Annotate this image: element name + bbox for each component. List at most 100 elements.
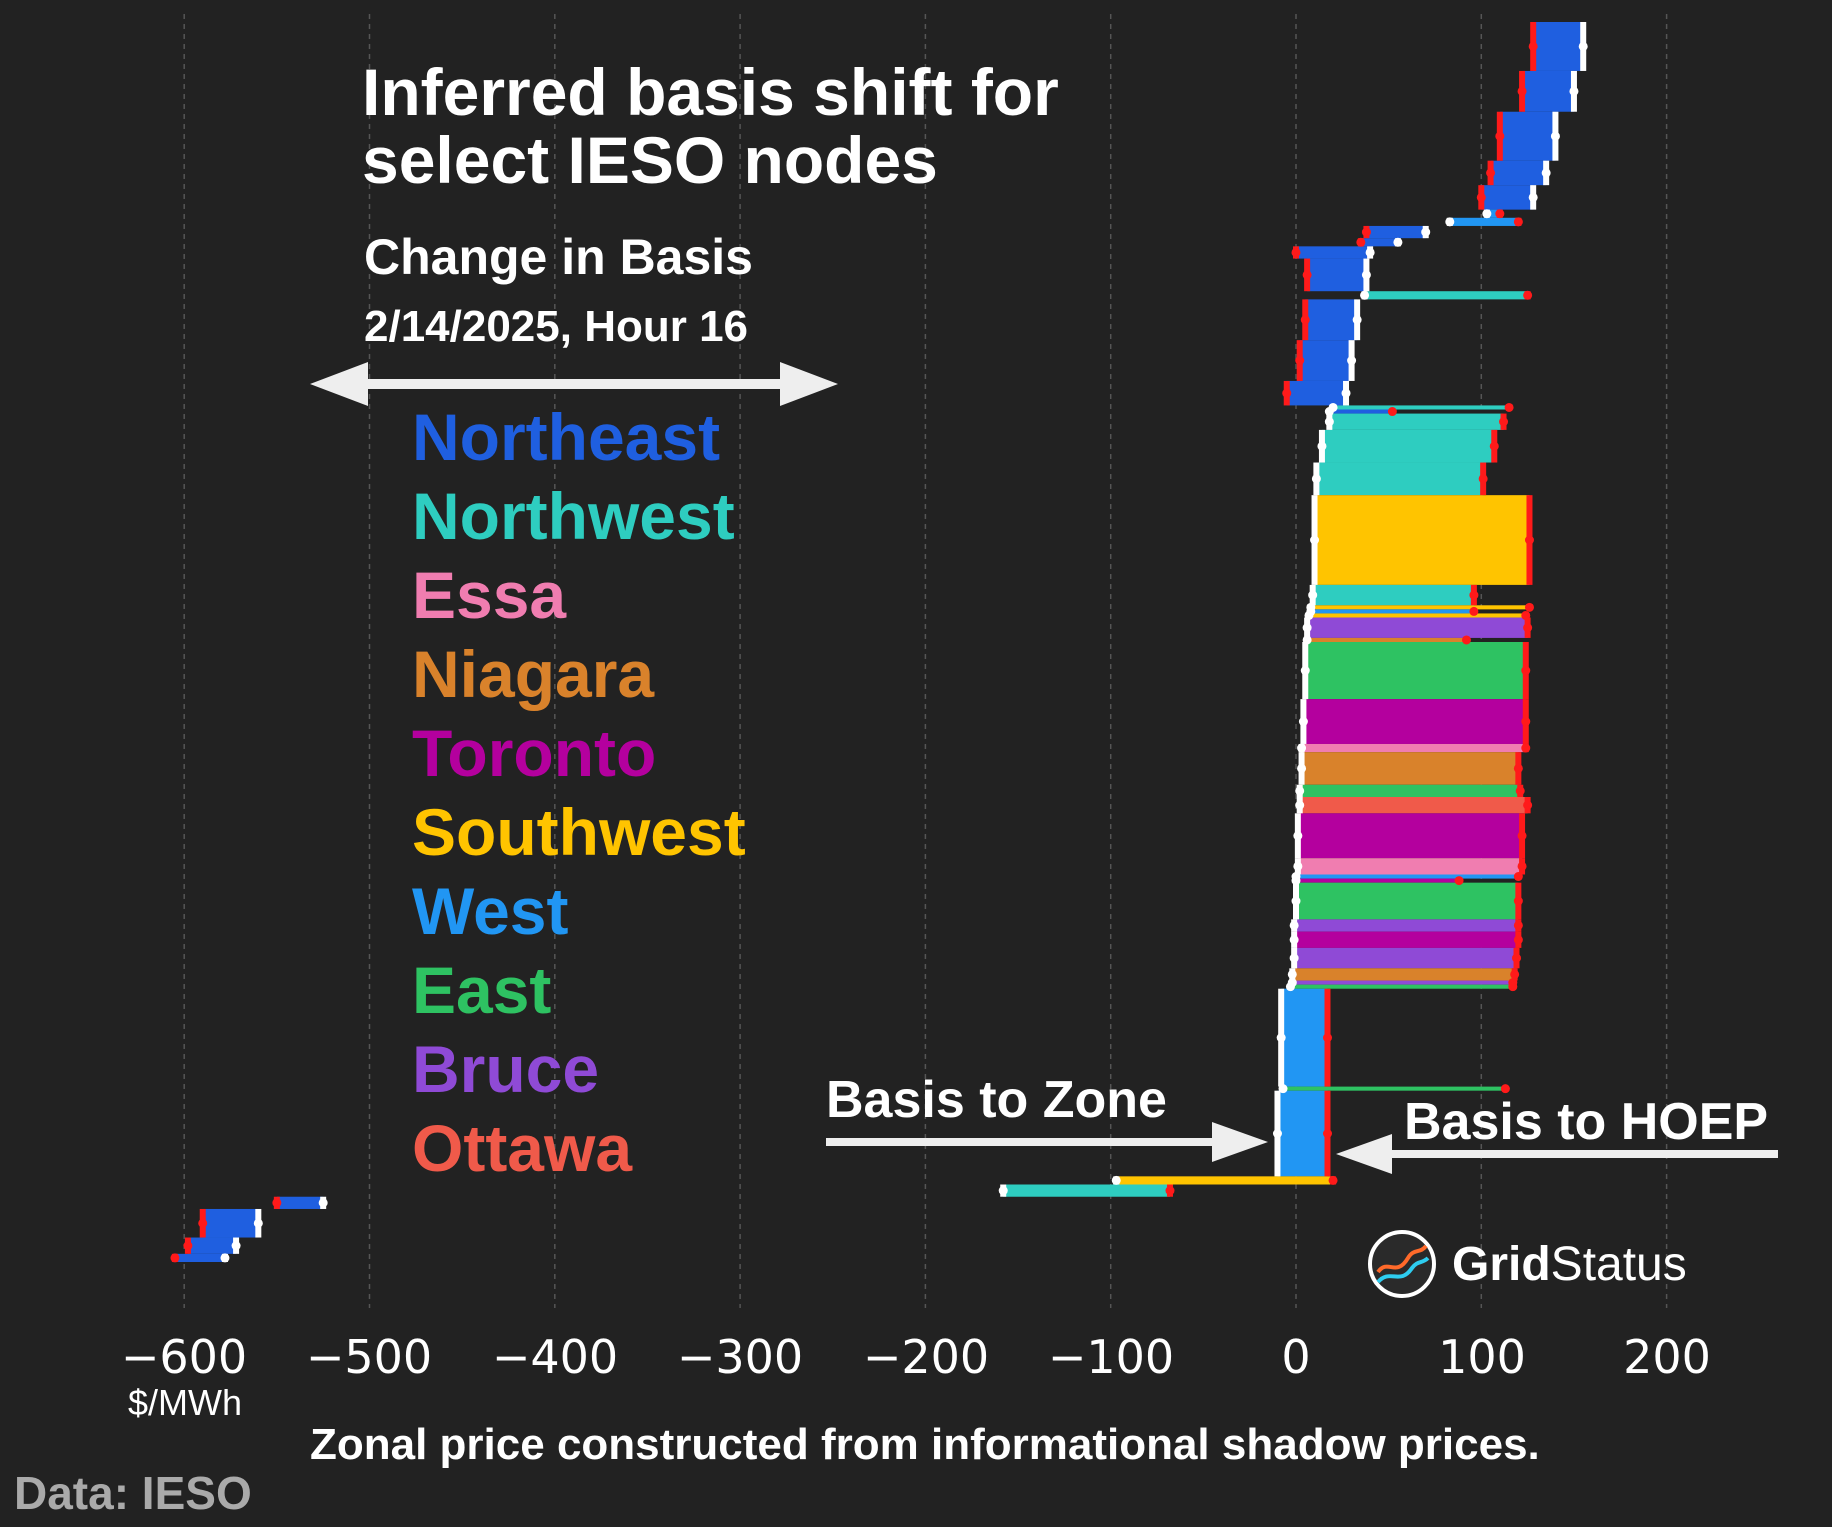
- node-basis-bar: [1329, 413, 1504, 430]
- zone-basis-dot: [1289, 953, 1299, 963]
- node-basis-bar: [1303, 699, 1526, 744]
- node-basis-bar: [1286, 380, 1347, 406]
- node-basis-bar: [1366, 225, 1426, 239]
- hoep-basis-dot: [1328, 1175, 1338, 1185]
- zone-basis-dot: [1341, 388, 1351, 398]
- node-basis-bar: [1490, 160, 1547, 186]
- hoep-basis-dot: [1523, 623, 1533, 633]
- x-tick-label: −400: [491, 1330, 619, 1384]
- node-bars: [174, 22, 1584, 1262]
- hoep-basis-dot: [1454, 876, 1464, 886]
- node-basis-bar: [1305, 642, 1526, 700]
- zone-basis-dot: [1285, 982, 1295, 992]
- gridstatus-logo: GridStatus: [1366, 1226, 1687, 1302]
- node-basis-bar: [1281, 988, 1328, 1087]
- node-basis-bar: [1486, 209, 1500, 218]
- hoep-basis-dot: [1517, 831, 1527, 841]
- node-basis-bar: [1294, 919, 1519, 932]
- node-basis-bar: [1314, 495, 1530, 585]
- hoep-basis-dot: [1513, 935, 1523, 945]
- zone-basis-dot: [1293, 861, 1303, 871]
- chart-subtitle: Change in Basis: [364, 229, 753, 285]
- chart-caption: Zonal price constructed from information…: [310, 1420, 1540, 1469]
- node-basis-bar: [1312, 584, 1474, 606]
- hoep-basis-dot: [1489, 441, 1499, 451]
- node-basis-bar: [1360, 238, 1398, 247]
- hoep-basis-dot: [272, 1198, 282, 1208]
- node-basis-bar: [1296, 246, 1371, 259]
- hoep-basis-dot: [1523, 290, 1533, 300]
- legend: Northeast Northwest Essa Niagara Toronto…: [412, 398, 746, 1188]
- node-basis-bar: [1292, 968, 1515, 981]
- zone-basis-dot: [1308, 590, 1318, 600]
- hoep-basis-dot: [1510, 969, 1520, 979]
- basis-markers: [170, 22, 1588, 1263]
- legend-item: Ottawa: [412, 1111, 633, 1185]
- hoep-basis-dot: [1295, 356, 1305, 366]
- zone-basis-dot: [1482, 209, 1492, 219]
- node-basis-bar: [1329, 409, 1393, 414]
- node-basis-bar: [1296, 882, 1519, 920]
- zone-basis-dot: [1445, 217, 1455, 227]
- node-basis-bar: [1292, 980, 1513, 985]
- node-basis-bar: [1283, 1086, 1506, 1091]
- x-tick-label: −300: [676, 1330, 804, 1384]
- x-tick-label: −100: [1047, 1330, 1175, 1384]
- hoep-basis-dot: [1499, 417, 1509, 427]
- node-basis-bar: [1290, 984, 1513, 989]
- hoep-basis-dot: [1521, 743, 1531, 753]
- chart-datetime: 2/14/2025, Hour 16: [364, 302, 749, 351]
- zone-basis-dot: [1360, 290, 1370, 300]
- node-basis-bar: [1310, 605, 1530, 610]
- hoep-basis-dot: [1387, 407, 1397, 417]
- legend-item: West: [412, 874, 569, 948]
- x-tick-label: 100: [1438, 1330, 1526, 1384]
- hoep-basis-dot: [170, 1253, 180, 1263]
- zone-basis-dot: [1324, 417, 1334, 427]
- hoep-basis-dot: [1291, 247, 1301, 257]
- zone-basis-dot: [1291, 896, 1301, 906]
- zone-basis-dot: [253, 1218, 263, 1228]
- node-basis-bar: [1307, 617, 1528, 638]
- hoep-basis-dot: [198, 1218, 208, 1228]
- hoep-basis-dot: [1513, 896, 1523, 906]
- hoep-basis-dot: [1528, 41, 1538, 51]
- zone-basis-dot: [1550, 131, 1560, 141]
- node-basis-bar: [187, 1237, 237, 1254]
- hoep-basis-dot: [1486, 168, 1496, 178]
- hoep-basis-dot: [1323, 1129, 1333, 1139]
- zone-basis-dot: [1297, 763, 1307, 773]
- node-basis-bar: [1301, 752, 1519, 785]
- basis-to-zone-label: Basis to Zone: [826, 1071, 1167, 1129]
- node-basis-bar: [1294, 931, 1519, 948]
- legend-item: Toronto: [412, 716, 657, 790]
- node-basis-bar: [1277, 1090, 1328, 1177]
- zone-basis-dot: [1289, 920, 1299, 930]
- hoep-basis-dot: [1323, 1033, 1333, 1043]
- node-basis-bar: [1533, 22, 1584, 71]
- hoep-basis-dot: [1513, 872, 1523, 882]
- basis-to-hoep-arrow: [1336, 1134, 1778, 1174]
- legend-item: Northwest: [412, 479, 735, 553]
- hoep-basis-dot: [1300, 315, 1310, 325]
- zone-basis-dot: [1528, 192, 1538, 202]
- zone-basis-dot: [1310, 535, 1320, 545]
- chart-title: Inferred basis shift for select IESO nod…: [362, 58, 1059, 194]
- hoep-basis-dot: [1513, 763, 1523, 773]
- node-basis-bar: [1294, 947, 1517, 969]
- chart-title-line: Inferred basis shift for: [362, 55, 1059, 129]
- hoep-basis-dot: [183, 1241, 193, 1251]
- hoep-basis-dot: [1495, 209, 1505, 219]
- hoep-basis-dot: [1515, 786, 1525, 796]
- node-basis-bar: [174, 1253, 225, 1262]
- gridstatus-logo-icon: [1368, 1230, 1436, 1298]
- gridstatus-logo-text: GridStatus: [1452, 1237, 1687, 1292]
- zone-basis-dot: [1278, 1084, 1288, 1094]
- logo-word-status: Status: [1550, 1237, 1687, 1291]
- hoep-basis-dot: [1521, 666, 1531, 676]
- node-basis-bar: [1299, 797, 1528, 814]
- hoep-basis-dot: [1524, 535, 1534, 545]
- node-basis-bar: [1481, 185, 1534, 210]
- annotation-arrows: [310, 362, 1778, 1174]
- node-basis-bar: [1296, 878, 1460, 883]
